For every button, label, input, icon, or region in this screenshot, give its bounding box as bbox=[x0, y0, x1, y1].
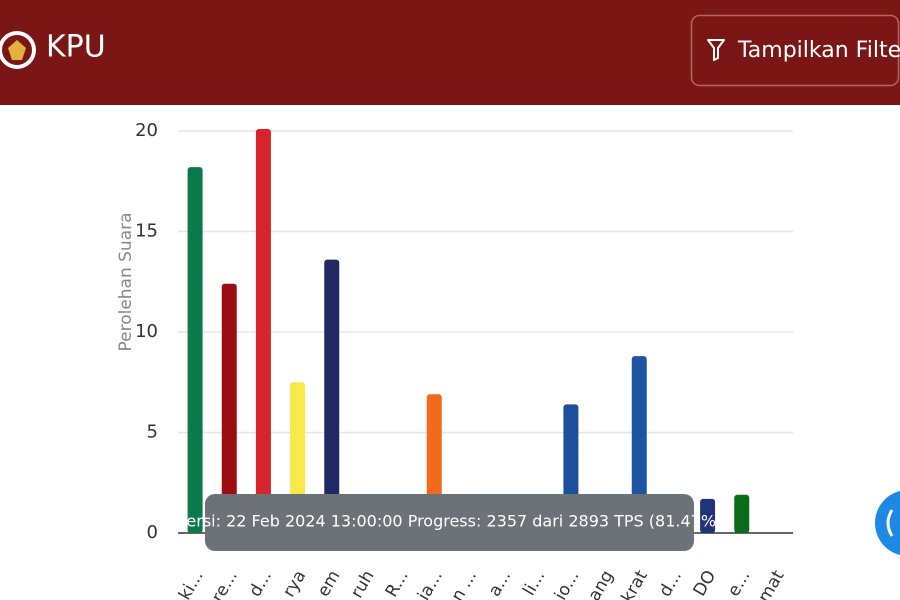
filter-button[interactable]: Tampilkan Filter bbox=[690, 14, 900, 87]
y-tick-label: 15 bbox=[135, 221, 158, 242]
bar bbox=[631, 356, 647, 533]
y-tick-label: 20 bbox=[135, 120, 158, 141]
chat-fab[interactable] bbox=[875, 490, 900, 556]
app-title: KPU bbox=[46, 30, 106, 65]
bar bbox=[324, 259, 340, 533]
toast: Versi: 22 Feb 2024 13:00:00 Progress: 23… bbox=[177, 494, 723, 551]
y-tick-label: 0 bbox=[147, 522, 158, 543]
app-bar bbox=[0, 0, 900, 105]
y-tick-label: 5 bbox=[147, 422, 158, 443]
toast-text: Versi: 22 Feb 2024 13:00:00 Progress: 23… bbox=[177, 512, 723, 531]
bar bbox=[734, 494, 750, 533]
bar bbox=[255, 128, 271, 534]
bar bbox=[221, 283, 237, 533]
y-tick-label: 10 bbox=[135, 321, 158, 342]
bar bbox=[187, 167, 203, 533]
logo bbox=[0, 31, 36, 69]
filter-label[interactable]: Tampilkan Filter bbox=[737, 38, 900, 63]
bar bbox=[700, 498, 716, 533]
y-axis-title: Perolehan Suara bbox=[116, 212, 136, 351]
